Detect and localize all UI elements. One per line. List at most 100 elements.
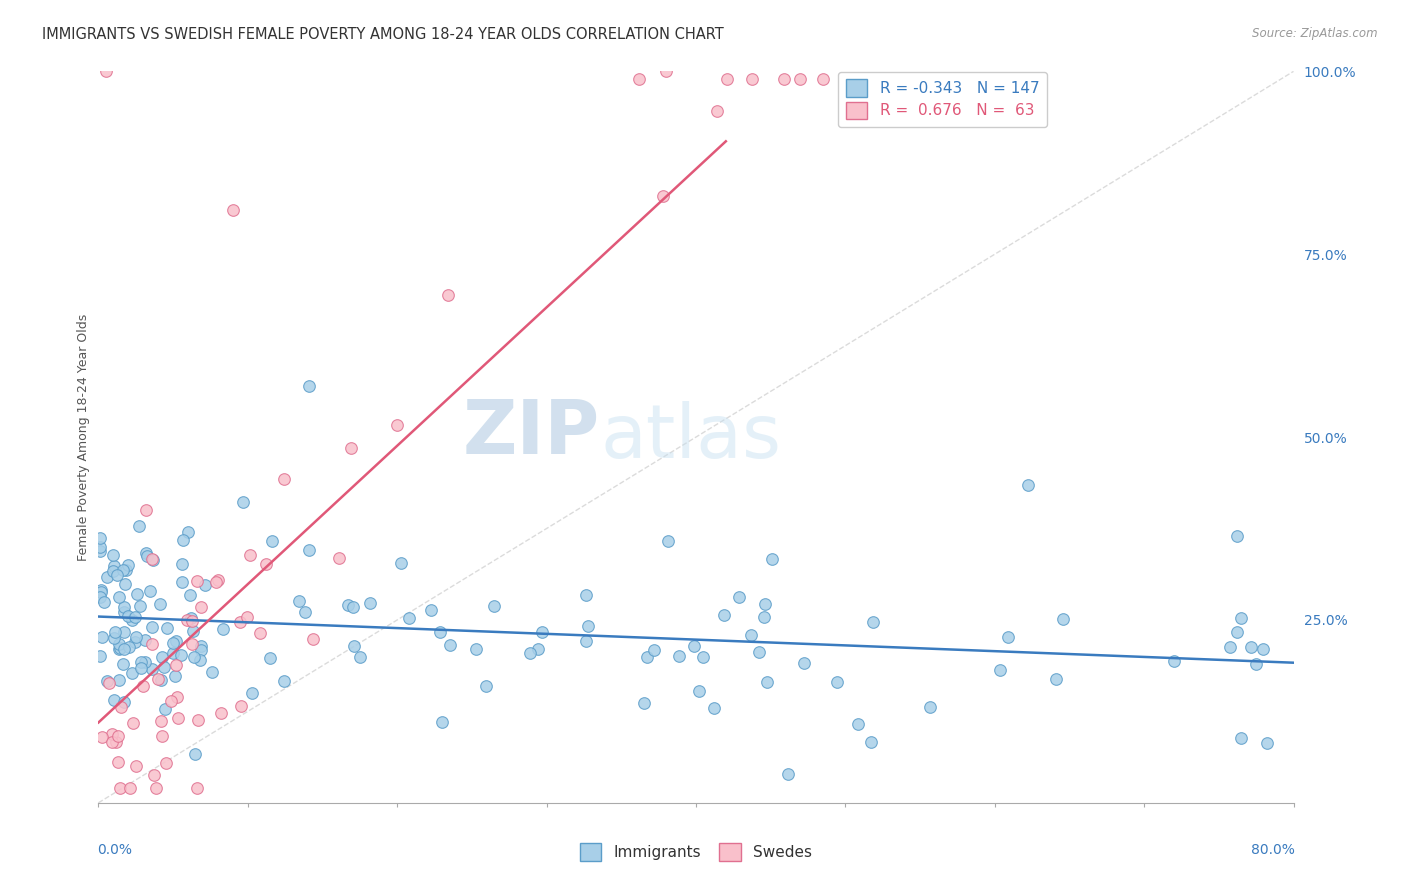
Point: [918, 699, 941, 714]
Point: [121, 666, 143, 681]
Point: [101, 734, 124, 748]
Point: [105, 735, 128, 749]
Point: [149, 597, 172, 611]
Point: [97, 676, 120, 690]
Point: [429, 625, 451, 640]
Point: [91, 730, 114, 744]
Point: [96, 673, 118, 688]
Point: [398, 610, 420, 624]
Point: [249, 626, 271, 640]
Point: [531, 625, 554, 640]
Point: [141, 662, 163, 676]
Point: [575, 588, 598, 602]
Point: [741, 71, 763, 86]
Point: [682, 639, 704, 653]
Point: [156, 621, 179, 635]
Point: [170, 648, 193, 662]
Point: [465, 642, 488, 657]
Text: Source: ZipAtlas.com: Source: ZipAtlas.com: [1253, 27, 1378, 40]
Point: [150, 714, 173, 729]
Point: [153, 659, 176, 673]
Point: [328, 551, 350, 566]
Point: [232, 495, 254, 509]
Point: [254, 557, 277, 571]
Point: [165, 633, 187, 648]
Point: [103, 564, 125, 578]
Point: [181, 624, 204, 639]
Point: [184, 747, 207, 761]
Point: [1256, 736, 1278, 750]
Text: 80.0%: 80.0%: [1251, 843, 1295, 857]
Point: [190, 600, 212, 615]
Point: [121, 613, 143, 627]
Point: [107, 591, 129, 605]
Point: [162, 635, 184, 649]
Point: [143, 767, 166, 781]
Point: [988, 663, 1011, 677]
Point: [112, 657, 135, 671]
Point: [141, 551, 163, 566]
Point: [1253, 641, 1275, 656]
Point: [575, 633, 598, 648]
Point: [125, 630, 148, 644]
Point: [93, 595, 115, 609]
Point: [239, 548, 262, 562]
Point: [811, 71, 834, 86]
Point: [298, 543, 321, 558]
Point: [437, 288, 460, 302]
Point: [793, 656, 815, 670]
Point: [1219, 640, 1241, 655]
Text: atlas: atlas: [600, 401, 782, 474]
Point: [1163, 654, 1185, 668]
Point: [1230, 611, 1253, 625]
Point: [482, 599, 505, 613]
Text: IMMIGRANTS VS SWEDISH FEMALE POVERTY AMONG 18-24 YEAR OLDS CORRELATION CHART: IMMIGRANTS VS SWEDISH FEMALE POVERTY AMO…: [42, 27, 724, 42]
Point: [160, 694, 183, 708]
Point: [117, 609, 139, 624]
Point: [186, 781, 208, 796]
Point: [419, 603, 441, 617]
Point: [688, 684, 710, 698]
Point: [848, 717, 870, 731]
Point: [359, 596, 381, 610]
Point: [176, 525, 198, 540]
Point: [145, 781, 167, 796]
Point: [108, 642, 131, 657]
Point: [846, 71, 869, 86]
Point: [104, 625, 127, 640]
Point: [212, 622, 235, 636]
Point: [180, 614, 202, 628]
Point: [1244, 657, 1267, 671]
Point: [231, 699, 253, 714]
Point: [120, 781, 142, 796]
Point: [1052, 611, 1074, 625]
Point: [108, 781, 131, 796]
Point: [302, 632, 325, 647]
Point: [135, 503, 157, 517]
Point: [655, 64, 678, 78]
Point: [112, 624, 135, 639]
Point: [262, 534, 284, 549]
Point: [107, 729, 129, 743]
Point: [90, 630, 112, 644]
Point: [209, 706, 232, 720]
Point: [128, 599, 150, 613]
Point: [627, 71, 650, 86]
Point: [860, 735, 883, 749]
Point: [527, 641, 550, 656]
Point: [186, 574, 208, 588]
Point: [155, 756, 177, 771]
Point: [125, 759, 148, 773]
Point: [149, 673, 172, 687]
Point: [128, 518, 150, 533]
Point: [340, 442, 363, 456]
Point: [194, 577, 217, 591]
Point: [205, 574, 228, 589]
Point: [101, 548, 124, 562]
Point: [90, 585, 112, 599]
Point: [343, 639, 366, 653]
Point: [107, 755, 129, 769]
Point: [190, 652, 212, 666]
Point: [141, 637, 163, 651]
Point: [519, 646, 541, 660]
